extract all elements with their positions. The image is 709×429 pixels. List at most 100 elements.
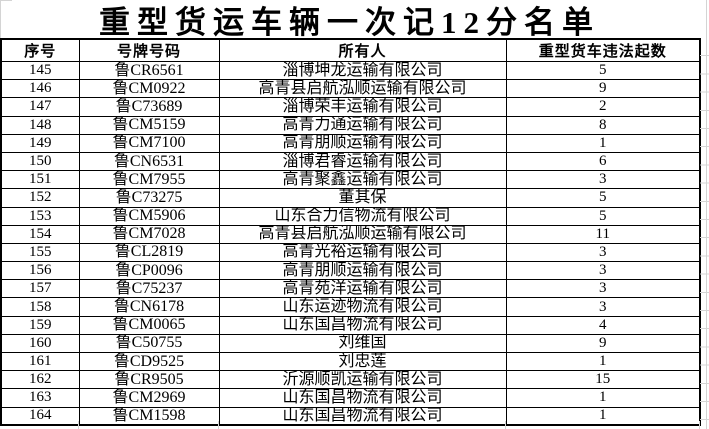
cell-owner[interactable]: 高青朋顺运输有限公司 — [218, 133, 507, 153]
cell-violation-count[interactable]: 3 — [505, 261, 701, 281]
cell-serial[interactable]: 148 — [0, 115, 80, 135]
cell-violation-count[interactable]: 11 — [505, 224, 701, 244]
cell-plate[interactable]: 鲁CM2969 — [78, 388, 220, 408]
cell-serial[interactable]: 164 — [0, 406, 80, 426]
cell-serial[interactable]: 145 — [0, 60, 80, 81]
header-owner[interactable]: 所有人 — [218, 38, 507, 62]
cell-plate[interactable]: 鲁CM7955 — [78, 170, 220, 190]
cell-owner[interactable]: 山东运迹物流有限公司 — [218, 297, 507, 317]
cell-plate[interactable]: 鲁CM5159 — [78, 115, 220, 135]
cell-serial[interactable]: 153 — [0, 206, 80, 226]
cell-owner[interactable]: 山东国昌物流有限公司 — [218, 388, 507, 408]
table-row: 158 鲁CN6178 山东运迹物流有限公司 3 — [0, 297, 701, 317]
cell-owner[interactable]: 高青力通运输有限公司 — [218, 115, 507, 135]
cell-serial[interactable]: 158 — [0, 297, 80, 317]
gridline-top-edge — [0, 0, 12, 1]
cell-serial[interactable]: 150 — [0, 151, 80, 172]
cell-owner[interactable]: 山东国昌物流有限公司 — [218, 406, 507, 426]
cell-plate[interactable]: 鲁CD9525 — [78, 351, 220, 372]
cell-plate[interactable]: 鲁CR6561 — [78, 60, 220, 81]
table-row: 157 鲁C75237 高青苑洋运输有限公司 3 — [0, 279, 701, 299]
header-plate[interactable]: 号牌号码 — [78, 38, 220, 62]
cell-serial[interactable]: 157 — [0, 279, 80, 299]
cell-plate[interactable]: 鲁CR9505 — [78, 370, 220, 390]
cell-violation-count[interactable]: 9 — [505, 333, 701, 354]
header-serial[interactable]: 序号 — [0, 38, 80, 62]
cell-owner[interactable]: 淄博坤龙运输有限公司 — [218, 60, 507, 81]
table-row: 149 鲁CM7100 高青朋顺运输有限公司 1 — [0, 133, 701, 153]
cell-plate[interactable]: 鲁CM7028 — [78, 224, 220, 244]
cell-owner[interactable]: 高青苑洋运输有限公司 — [218, 279, 507, 299]
cell-serial[interactable]: 151 — [0, 170, 80, 190]
cell-violation-count[interactable]: 3 — [505, 242, 701, 263]
cell-violation-count[interactable]: 9 — [505, 79, 701, 99]
table-row: 150 鲁CN6531 淄博君睿运输有限公司 6 — [0, 151, 701, 172]
cell-violation-count[interactable]: 1 — [505, 388, 701, 408]
cell-serial[interactable]: 154 — [0, 224, 80, 244]
cell-owner[interactable]: 高青光裕运输有限公司 — [218, 242, 507, 263]
cell-plate[interactable]: 鲁CM0065 — [78, 315, 220, 335]
cell-owner[interactable]: 山东国昌物流有限公司 — [218, 315, 507, 335]
cell-owner[interactable]: 沂源顺凯运输有限公司 — [218, 370, 507, 390]
table-row: 160 鲁C50755 刘维国 9 — [0, 333, 701, 354]
cell-serial[interactable]: 163 — [0, 388, 80, 408]
cell-serial[interactable]: 159 — [0, 315, 80, 335]
cell-serial[interactable]: 152 — [0, 188, 80, 208]
cell-owner[interactable]: 刘维国 — [218, 333, 507, 354]
table-row: 145 鲁CR6561 淄博坤龙运输有限公司 5 — [0, 60, 701, 81]
cell-serial[interactable]: 156 — [0, 261, 80, 281]
cell-serial[interactable]: 162 — [0, 370, 80, 390]
cell-plate[interactable]: 鲁CP0096 — [78, 261, 220, 281]
cell-violation-count[interactable]: 6 — [505, 151, 701, 172]
cell-violation-count[interactable]: 2 — [505, 97, 701, 117]
cell-plate[interactable]: 鲁CN6531 — [78, 151, 220, 172]
cell-violation-count[interactable]: 3 — [505, 170, 701, 190]
cell-plate[interactable]: 鲁C75237 — [78, 279, 220, 299]
cell-serial[interactable]: 149 — [0, 133, 80, 153]
table-row: 152 鲁C73275 董其保 5 — [0, 188, 701, 208]
cell-serial[interactable]: 146 — [0, 79, 80, 99]
cell-serial[interactable]: 155 — [0, 242, 80, 263]
cell-plate[interactable]: 鲁CL2819 — [78, 242, 220, 263]
cell-plate[interactable]: 鲁C50755 — [78, 333, 220, 354]
cell-plate[interactable]: 鲁CN6178 — [78, 297, 220, 317]
cell-serial[interactable]: 160 — [0, 333, 80, 354]
cell-plate[interactable]: 鲁C73275 — [78, 188, 220, 208]
cell-plate[interactable]: 鲁CM1598 — [78, 406, 220, 426]
cell-plate[interactable]: 鲁CM0922 — [78, 79, 220, 99]
table-header-row: 序号 号牌号码 所有人 重型货车违法起数 — [0, 38, 701, 62]
cell-violation-count[interactable]: 3 — [505, 279, 701, 299]
cell-owner[interactable]: 高青县启航泓顺运输有限公司 — [218, 79, 507, 99]
header-violation-count[interactable]: 重型货车违法起数 — [505, 38, 701, 62]
cell-owner[interactable]: 山东合力信物流有限公司 — [218, 206, 507, 226]
cell-violation-count[interactable]: 1 — [505, 406, 701, 426]
cell-violation-count[interactable]: 5 — [505, 206, 701, 226]
cell-violation-count[interactable]: 3 — [505, 297, 701, 317]
gridline-left-edge — [0, 0, 1, 38]
cell-owner[interactable]: 淄博君睿运输有限公司 — [218, 151, 507, 172]
cell-plate[interactable]: 鲁CM5906 — [78, 206, 220, 226]
table-row: 148 鲁CM5159 高青力通运输有限公司 8 — [0, 115, 701, 135]
cell-owner[interactable]: 高青聚鑫运输有限公司 — [218, 170, 507, 190]
cell-plate[interactable]: 鲁C73689 — [78, 97, 220, 117]
table-row: 154 鲁CM7028 高青县启航泓顺运输有限公司 11 — [0, 224, 701, 244]
cell-violation-count[interactable]: 5 — [505, 188, 701, 208]
cell-violation-count[interactable]: 4 — [505, 315, 701, 335]
cell-violation-count[interactable]: 8 — [505, 115, 701, 135]
cell-violation-count[interactable]: 5 — [505, 60, 701, 81]
cell-owner[interactable]: 高青朋顺运输有限公司 — [218, 261, 507, 281]
cell-serial[interactable]: 147 — [0, 97, 80, 117]
cell-owner[interactable]: 淄博荣丰运输有限公司 — [218, 97, 507, 117]
cell-owner[interactable]: 高青县启航泓顺运输有限公司 — [218, 224, 507, 244]
cell-owner[interactable]: 刘忠莲 — [218, 351, 507, 372]
table-row: 162 鲁CR9505 沂源顺凯运输有限公司 15 — [0, 370, 701, 390]
gridline-below-col2 — [218, 421, 219, 429]
gridline-below-col4 — [699, 421, 700, 429]
cell-violation-count[interactable]: 1 — [505, 351, 701, 372]
cell-owner[interactable]: 董其保 — [218, 188, 507, 208]
cell-serial[interactable]: 161 — [0, 351, 80, 372]
cell-plate[interactable]: 鲁CM7100 — [78, 133, 220, 153]
cell-violation-count[interactable]: 1 — [505, 133, 701, 153]
table-row: 163 鲁CM2969 山东国昌物流有限公司 1 — [0, 388, 701, 408]
cell-violation-count[interactable]: 15 — [505, 370, 701, 390]
